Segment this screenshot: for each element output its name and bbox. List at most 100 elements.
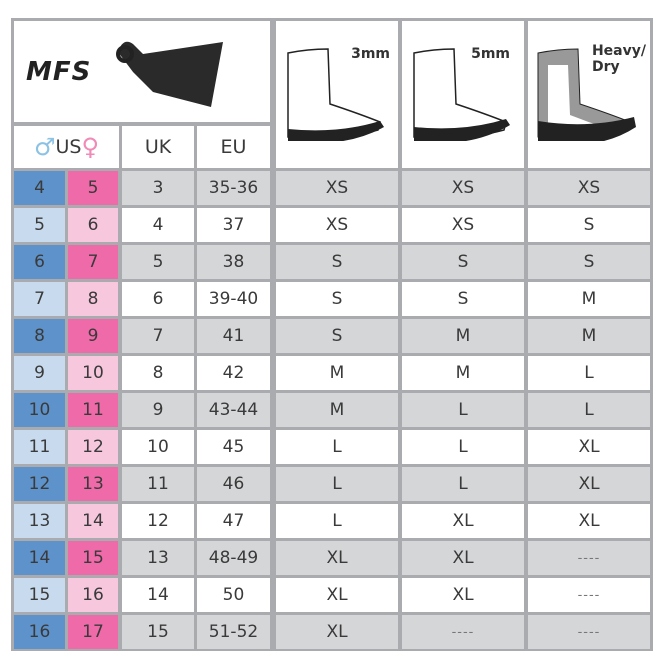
cell-s5: L [402, 467, 524, 501]
cell-us-w: 14 [68, 504, 118, 538]
cell-us-w: 17 [68, 615, 118, 649]
cell-s3: S [276, 282, 398, 316]
cell-s3: XL [276, 541, 398, 575]
cell-uk: 14 [122, 578, 194, 612]
cell-us-w: 10 [68, 356, 118, 390]
cell-s5: XL [402, 541, 524, 575]
cell-s3: XS [276, 171, 398, 205]
cell-s5: M [402, 356, 524, 390]
cell-us-w: 12 [68, 430, 118, 464]
cell-us-w: 15 [68, 541, 118, 575]
brand-header: MFS [14, 21, 270, 122]
cell-s5: XS [402, 208, 524, 242]
cell-s3: L [276, 467, 398, 501]
cell-eu: 39-40 [197, 282, 270, 316]
cell-heavy: S [528, 208, 650, 242]
cell-eu: 50 [197, 578, 270, 612]
cell-us-m: 11 [14, 430, 65, 464]
cell-uk: 3 [122, 171, 194, 205]
female-icon: ♀ [81, 133, 100, 161]
cell-uk: 4 [122, 208, 194, 242]
cell-eu: 37 [197, 208, 270, 242]
cell-s5: XS [402, 171, 524, 205]
cell-eu: 48-49 [197, 541, 270, 575]
cell-heavy: M [528, 319, 650, 353]
cell-s3: XS [276, 208, 398, 242]
cell-s5: XL [402, 578, 524, 612]
cell-s3: S [276, 319, 398, 353]
cell-heavy: ---- [528, 578, 650, 612]
cell-s5: S [402, 282, 524, 316]
cell-eu: 43-44 [197, 393, 270, 427]
cell-uk: 15 [122, 615, 194, 649]
cell-s3: L [276, 430, 398, 464]
cell-eu: 42 [197, 356, 270, 390]
cell-uk: 5 [122, 245, 194, 279]
uk-header: UK [122, 126, 194, 168]
cell-eu: 51-52 [197, 615, 270, 649]
cell-us-w: 6 [68, 208, 118, 242]
cell-heavy: ---- [528, 541, 650, 575]
cell-eu: 38 [197, 245, 270, 279]
cell-us-m: 13 [14, 504, 65, 538]
cell-us-m: 12 [14, 467, 65, 501]
male-icon: ♂ [33, 133, 56, 161]
eu-header: EU [197, 126, 270, 168]
cell-us-w: 5 [68, 171, 118, 205]
cell-us-m: 8 [14, 319, 65, 353]
boot-heavy-icon [537, 48, 636, 141]
cell-us-m: 9 [14, 356, 65, 390]
cell-heavy: ---- [528, 615, 650, 649]
cell-us-m: 7 [14, 282, 65, 316]
cell-s3: L [276, 504, 398, 538]
cell-us-w: 8 [68, 282, 118, 316]
cell-us-w: 16 [68, 578, 118, 612]
cell-uk: 11 [122, 467, 194, 501]
cell-heavy: XL [528, 467, 650, 501]
boot-5mm-icon [413, 48, 510, 141]
cell-heavy: L [528, 393, 650, 427]
cell-uk: 10 [122, 430, 194, 464]
cell-heavy: M [528, 282, 650, 316]
cell-uk: 12 [122, 504, 194, 538]
cell-s5: S [402, 245, 524, 279]
cell-heavy: S [528, 245, 650, 279]
cell-s5: L [402, 393, 524, 427]
cell-uk: 7 [122, 319, 194, 353]
boot-3mm-header: 3mm [276, 21, 398, 168]
cell-eu: 47 [197, 504, 270, 538]
us-header: ♂ US ♀ [14, 126, 119, 168]
cell-eu: 41 [197, 319, 270, 353]
cell-eu: 35-36 [197, 171, 270, 205]
cell-eu: 45 [197, 430, 270, 464]
cell-us-m: 6 [14, 245, 65, 279]
cell-uk: 8 [122, 356, 194, 390]
cell-s3: M [276, 393, 398, 427]
cell-uk: 13 [122, 541, 194, 575]
fin-image-icon [116, 41, 224, 107]
cell-s5: L [402, 430, 524, 464]
cell-s5: M [402, 319, 524, 353]
cell-us-w: 9 [68, 319, 118, 353]
cell-eu: 46 [197, 467, 270, 501]
cell-us-m: 4 [14, 171, 65, 205]
brand-logo: MFS [26, 56, 92, 87]
cell-us-m: 15 [14, 578, 65, 612]
cell-s5: ---- [402, 615, 524, 649]
boot-heavy-header: Heavy/ Dry [528, 21, 650, 168]
cell-heavy: XL [528, 504, 650, 538]
cell-uk: 9 [122, 393, 194, 427]
boot-5mm-header: 5mm [402, 21, 524, 168]
cell-uk: 6 [122, 282, 194, 316]
cell-us-m: 14 [14, 541, 65, 575]
cell-s3: S [276, 245, 398, 279]
cell-heavy: XS [528, 171, 650, 205]
cell-us-w: 11 [68, 393, 118, 427]
boot-3mm-icon [287, 48, 384, 141]
cell-s5: XL [402, 504, 524, 538]
cell-s3: M [276, 356, 398, 390]
cell-us-m: 5 [14, 208, 65, 242]
cell-us-w: 13 [68, 467, 118, 501]
cell-us-m: 16 [14, 615, 65, 649]
